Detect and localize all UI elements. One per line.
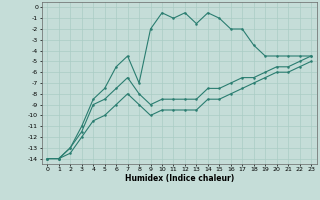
X-axis label: Humidex (Indice chaleur): Humidex (Indice chaleur) bbox=[124, 174, 234, 183]
